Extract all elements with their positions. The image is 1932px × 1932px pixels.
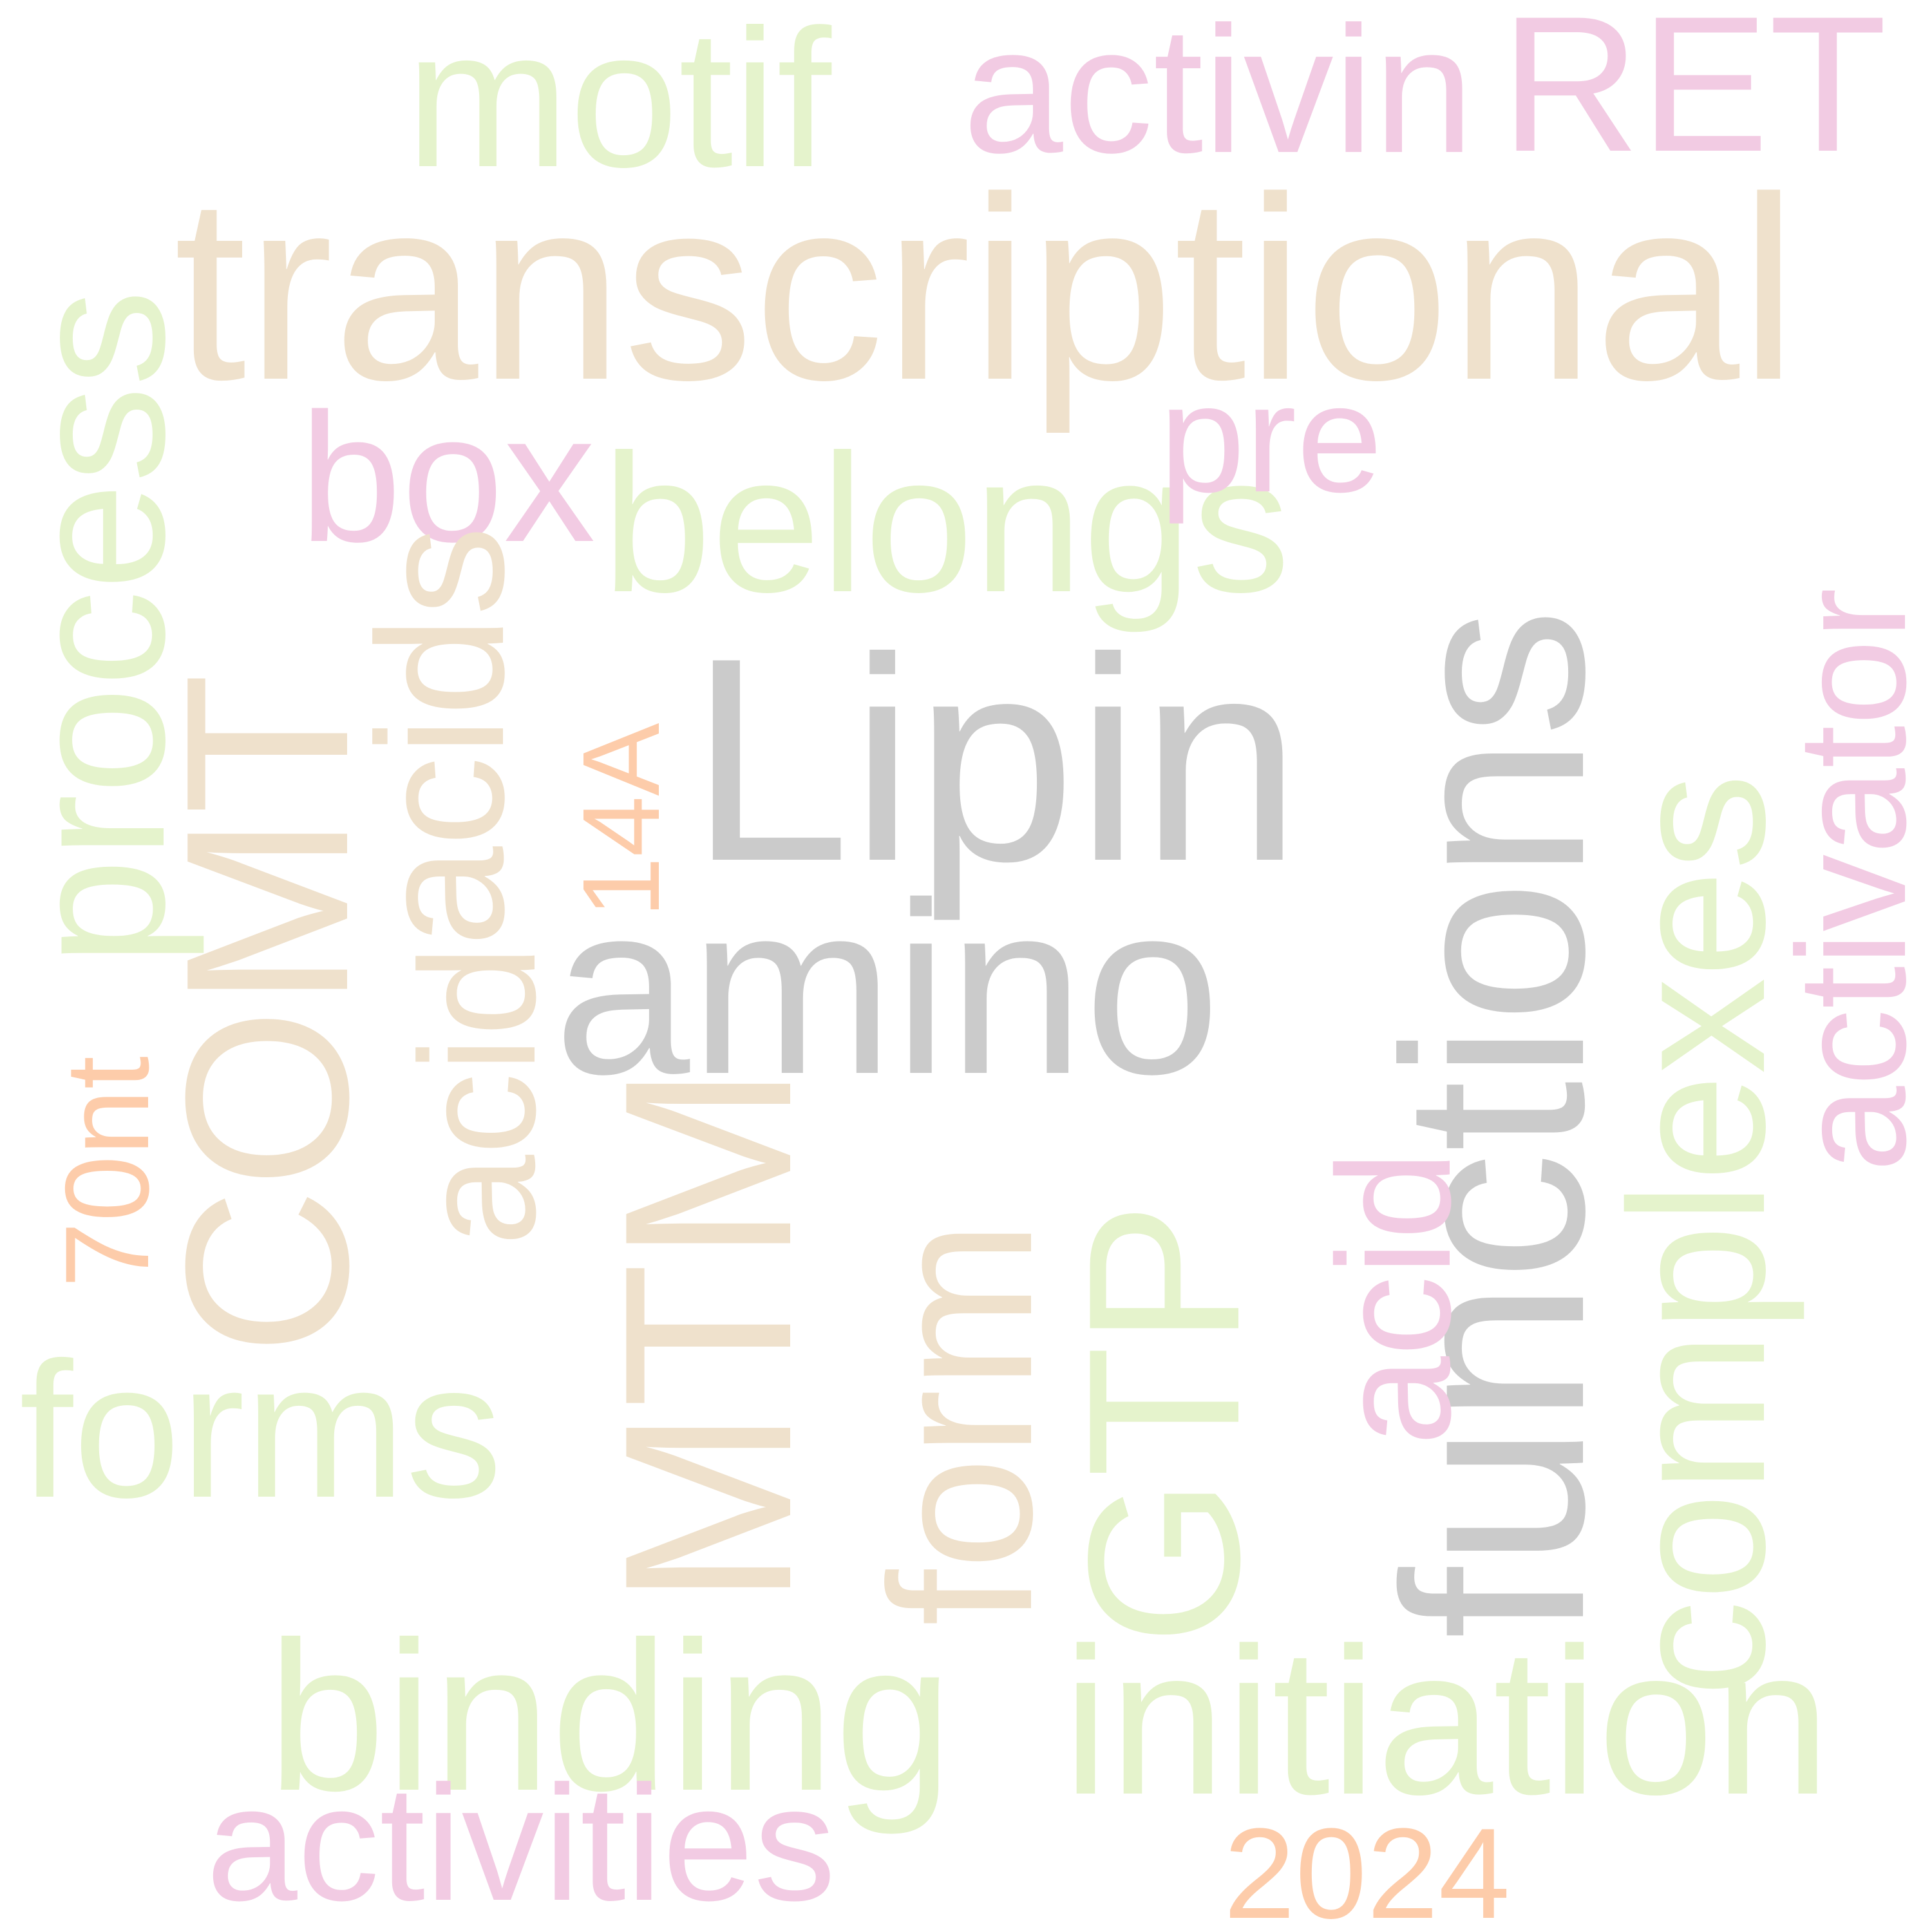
word-activin: activin bbox=[963, 0, 1474, 191]
word-70nt: 70nt bbox=[41, 1056, 174, 1288]
word-pre: pre bbox=[1159, 352, 1383, 524]
word-binding: binding bbox=[267, 1597, 953, 1835]
word-2024: 2024 bbox=[1224, 1802, 1510, 1932]
word-forms: forms bbox=[19, 1321, 502, 1538]
word-form: form bbox=[848, 1220, 1074, 1626]
word-process: process bbox=[0, 289, 205, 966]
word-activities: activities bbox=[206, 1752, 836, 1932]
word-acid-pink: acid bbox=[1304, 1150, 1484, 1446]
word-lipin: Lipin bbox=[689, 598, 1302, 922]
word-gtp: GTP bbox=[1043, 1202, 1284, 1645]
word-transcriptional: transcriptional bbox=[174, 142, 1798, 434]
word-mtm: MTM bbox=[575, 1064, 841, 1607]
word-box: box bbox=[299, 375, 596, 580]
word-initiation: initiation bbox=[1063, 1604, 1831, 1838]
word-motif: motif bbox=[406, 0, 831, 208]
word-amino: amino bbox=[554, 851, 1220, 1125]
word-functions: functions bbox=[1350, 608, 1638, 1639]
word-acid-tan: acid bbox=[386, 945, 570, 1246]
word-belongs: belongs bbox=[602, 413, 1291, 633]
word-complexes: complexes bbox=[1589, 773, 1805, 1697]
word-acids: acids bbox=[341, 526, 542, 947]
word-activator: activator bbox=[1765, 587, 1932, 1172]
word-ret: RET bbox=[1501, 0, 1887, 192]
word-14a: 14A bbox=[560, 723, 683, 918]
